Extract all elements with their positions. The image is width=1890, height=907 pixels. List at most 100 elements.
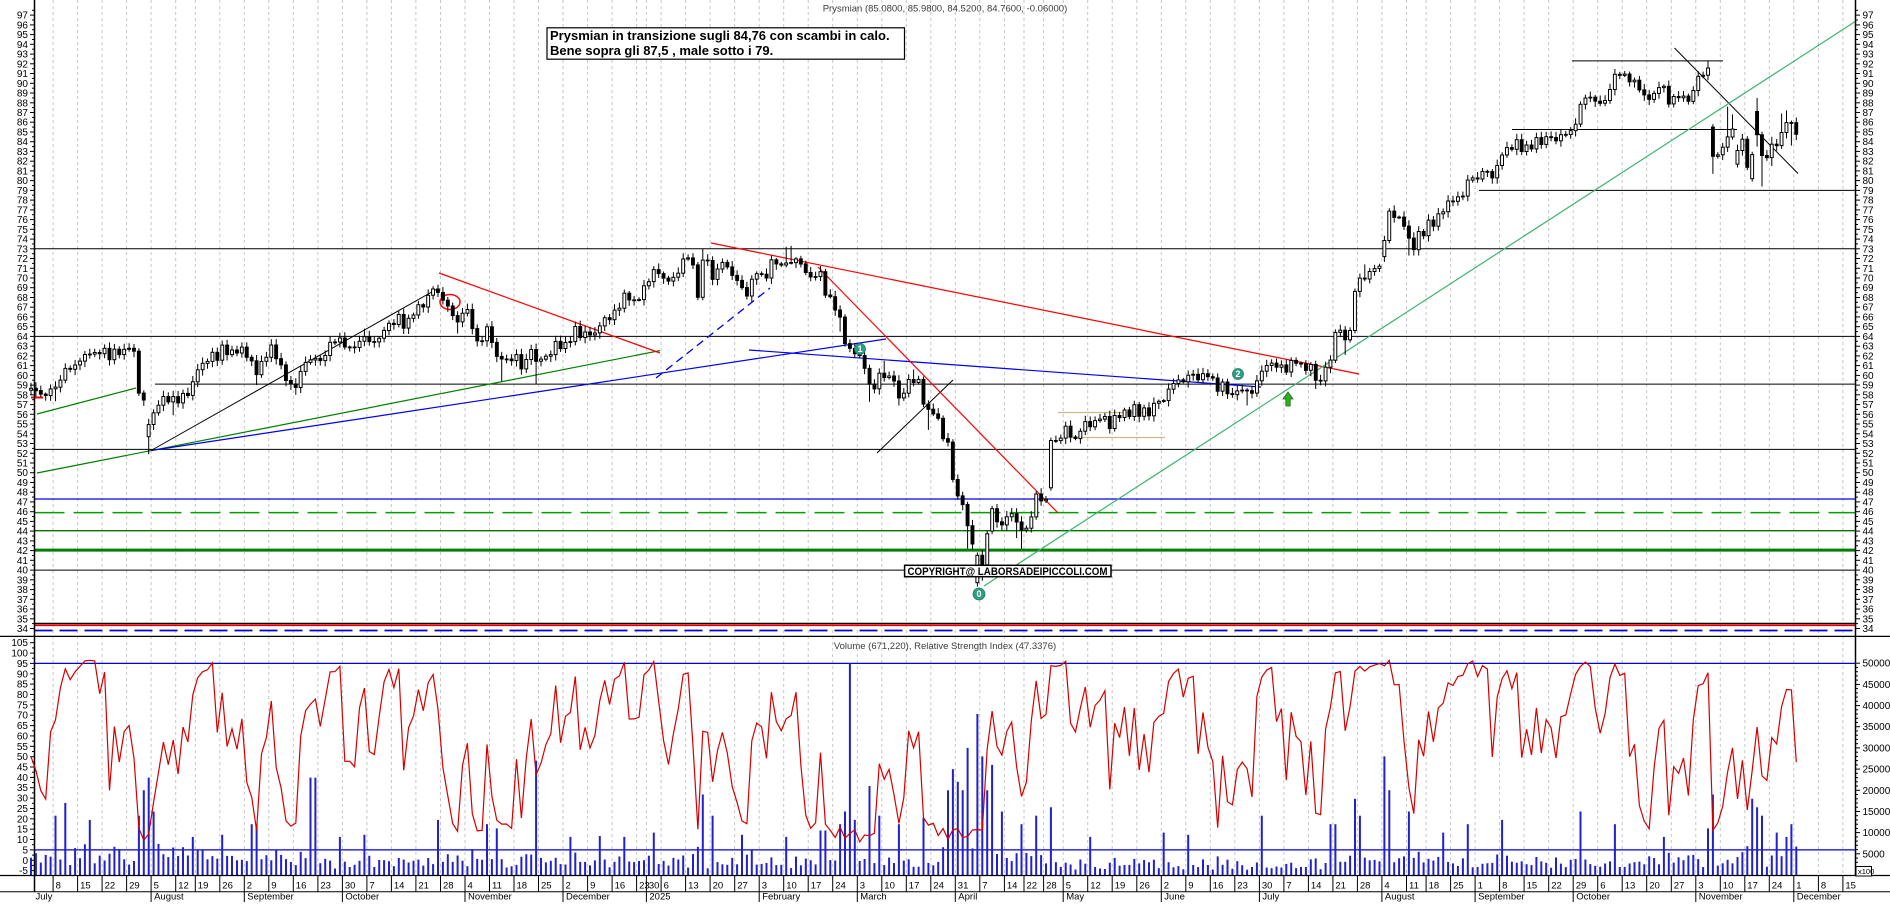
- svg-text:63: 63: [1863, 342, 1875, 353]
- svg-text:8: 8: [1502, 881, 1507, 892]
- svg-text:38: 38: [1863, 585, 1875, 596]
- svg-text:36: 36: [1863, 605, 1875, 616]
- svg-text:53: 53: [1863, 439, 1875, 450]
- svg-text:60: 60: [1863, 371, 1875, 382]
- svg-text:54: 54: [1863, 429, 1875, 440]
- svg-text:84: 84: [1863, 137, 1875, 148]
- svg-text:15: 15: [80, 881, 91, 892]
- svg-text:89: 89: [17, 89, 29, 100]
- svg-text:Bene sopra gli 87,5 , male sot: Bene sopra gli 87,5 , male sotto i 79.: [550, 43, 773, 58]
- svg-text:14: 14: [394, 881, 405, 892]
- svg-text:40000: 40000: [1863, 701, 1890, 712]
- svg-text:25000: 25000: [1863, 765, 1890, 776]
- svg-text:66: 66: [1863, 312, 1875, 323]
- svg-text:July: July: [1262, 892, 1279, 903]
- svg-text:17: 17: [1747, 881, 1758, 892]
- svg-text:28: 28: [1046, 881, 1057, 892]
- svg-text:24: 24: [1772, 881, 1783, 892]
- svg-text:44: 44: [17, 527, 29, 538]
- svg-text:52: 52: [1863, 449, 1875, 460]
- svg-text:31: 31: [958, 881, 969, 892]
- svg-text:Volume (671,220), Relative Str: Volume (671,220), Relative Strength Inde…: [834, 641, 1056, 652]
- svg-text:20: 20: [17, 814, 29, 825]
- svg-text:94: 94: [1863, 40, 1875, 51]
- svg-text:7: 7: [982, 881, 987, 892]
- svg-text:26: 26: [1139, 881, 1150, 892]
- svg-text:75: 75: [1863, 225, 1875, 236]
- svg-text:72: 72: [1863, 254, 1875, 265]
- svg-text:51: 51: [17, 459, 29, 470]
- svg-text:19: 19: [198, 881, 209, 892]
- svg-text:76: 76: [17, 215, 29, 226]
- svg-text:95: 95: [17, 30, 29, 41]
- svg-text:29: 29: [1576, 881, 1587, 892]
- svg-text:50: 50: [1863, 468, 1875, 479]
- svg-text:62: 62: [1863, 351, 1875, 362]
- svg-text:70: 70: [1863, 274, 1875, 285]
- svg-text:77: 77: [1863, 205, 1875, 216]
- svg-text:47: 47: [1863, 497, 1875, 508]
- svg-text:96: 96: [17, 20, 29, 31]
- svg-text:85: 85: [1863, 128, 1875, 139]
- svg-text:87: 87: [1863, 108, 1875, 119]
- svg-text:18: 18: [517, 881, 528, 892]
- svg-text:38: 38: [17, 585, 29, 596]
- svg-text:66: 66: [17, 312, 29, 323]
- svg-text:Prysmian (85.0800, 85.9800, 84: Prysmian (85.0800, 85.9800, 84.5200, 84.…: [823, 4, 1068, 15]
- svg-text:60: 60: [17, 731, 29, 742]
- svg-text:June: June: [1164, 892, 1185, 903]
- svg-text:69: 69: [1863, 283, 1875, 294]
- svg-text:85: 85: [17, 680, 29, 691]
- svg-text:37: 37: [17, 595, 29, 606]
- svg-text:9: 9: [590, 881, 595, 892]
- svg-text:10: 10: [884, 881, 895, 892]
- svg-text:87: 87: [17, 108, 29, 119]
- svg-text:88: 88: [1863, 98, 1875, 109]
- svg-text:71: 71: [17, 264, 29, 275]
- svg-text:5: 5: [154, 881, 159, 892]
- svg-text:56: 56: [1863, 410, 1875, 421]
- svg-text:79: 79: [17, 186, 29, 197]
- svg-text:April: April: [958, 892, 977, 903]
- svg-text:COPYRIGHT@ LABORSADEIPICCOLI.C: COPYRIGHT@ LABORSADEIPICCOLI.COM: [908, 566, 1108, 578]
- svg-text:45: 45: [17, 517, 29, 528]
- svg-text:21: 21: [418, 881, 429, 892]
- svg-text:92: 92: [17, 59, 29, 70]
- svg-text:2: 2: [1164, 881, 1169, 892]
- svg-text:16: 16: [1213, 881, 1224, 892]
- svg-text:30: 30: [649, 881, 660, 892]
- svg-text:7: 7: [1286, 881, 1291, 892]
- svg-text:63: 63: [17, 342, 29, 353]
- svg-text:68: 68: [17, 293, 29, 304]
- svg-text:52: 52: [17, 449, 29, 460]
- svg-text:36: 36: [17, 605, 29, 616]
- svg-text:93: 93: [17, 50, 29, 61]
- svg-text:March: March: [860, 892, 886, 903]
- svg-text:61: 61: [17, 361, 29, 372]
- svg-text:75: 75: [17, 225, 29, 236]
- svg-text:49: 49: [1863, 478, 1875, 489]
- svg-text:15000: 15000: [1863, 807, 1890, 818]
- svg-text:48: 48: [1863, 488, 1875, 499]
- svg-text:22: 22: [1551, 881, 1562, 892]
- svg-text:82: 82: [1863, 157, 1875, 168]
- svg-text:78: 78: [1863, 196, 1875, 207]
- svg-text:February: February: [762, 892, 800, 903]
- svg-text:25: 25: [1453, 881, 1464, 892]
- svg-text:47: 47: [17, 497, 29, 508]
- svg-text:10: 10: [17, 835, 29, 846]
- svg-text:48: 48: [17, 488, 29, 499]
- svg-text:5000: 5000: [1863, 849, 1886, 860]
- svg-text:105: 105: [11, 638, 28, 649]
- svg-text:50: 50: [17, 752, 29, 763]
- svg-text:9: 9: [271, 881, 276, 892]
- svg-text:8: 8: [1821, 881, 1826, 892]
- svg-text:64: 64: [1863, 332, 1875, 343]
- svg-text:30000: 30000: [1863, 743, 1890, 754]
- svg-text:57: 57: [1863, 400, 1875, 411]
- svg-text:Prysmian in transizione sugli: Prysmian in transizione sugli 84,76 con …: [550, 28, 890, 43]
- svg-text:71: 71: [1863, 264, 1875, 275]
- svg-text:12: 12: [1090, 881, 1101, 892]
- svg-text:62: 62: [17, 351, 29, 362]
- svg-text:100: 100: [11, 649, 28, 660]
